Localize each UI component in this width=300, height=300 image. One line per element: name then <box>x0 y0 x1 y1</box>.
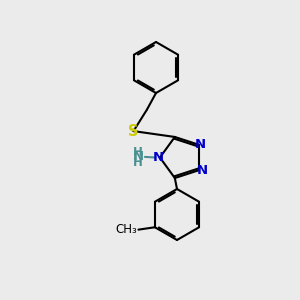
Text: CH₃: CH₃ <box>115 223 137 236</box>
Text: S: S <box>128 124 139 139</box>
Text: N: N <box>153 151 164 164</box>
Text: H: H <box>134 146 143 159</box>
Text: N: N <box>195 138 206 151</box>
Text: N: N <box>197 164 208 177</box>
Text: N: N <box>133 150 144 164</box>
Text: H: H <box>134 155 143 169</box>
